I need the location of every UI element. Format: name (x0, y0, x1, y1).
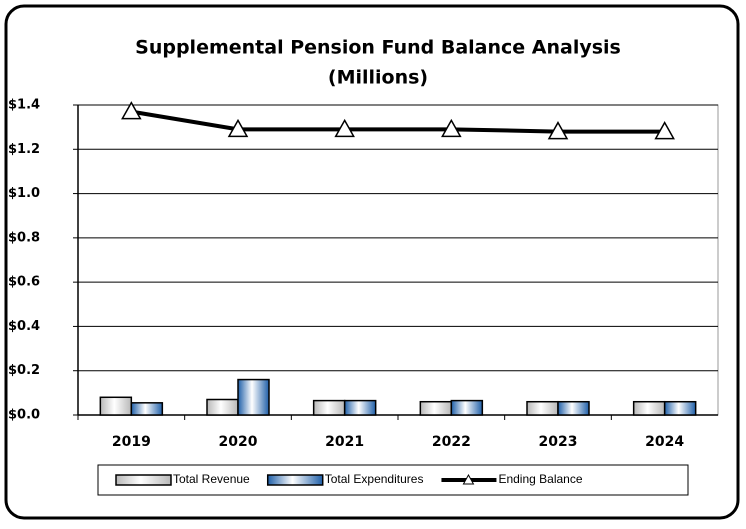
chart-title: Supplemental Pension Fund Balance Analys… (135, 37, 621, 59)
y-tick-label: $0.6 (8, 275, 40, 290)
legend-label: Total Expenditures (325, 472, 424, 486)
bar (237, 378, 270, 416)
bar (312, 399, 346, 416)
y-tick-label: $0.8 (8, 230, 40, 245)
legend-marker (462, 473, 475, 485)
bar (526, 400, 559, 416)
line-marker (654, 121, 675, 140)
line-marker (227, 118, 249, 138)
bar (663, 400, 697, 416)
x-tick-label: 2024 (645, 434, 684, 450)
line-marker (441, 118, 462, 138)
x-tick-label: 2020 (219, 434, 258, 450)
line-marker (121, 101, 142, 120)
x-tick-label: 2023 (539, 434, 578, 450)
x-tick-label: 2022 (432, 434, 471, 450)
bar (557, 400, 590, 416)
bar (99, 396, 133, 416)
legend-label: Ending Balance (498, 472, 582, 486)
y-tick-label: $0.0 (8, 408, 40, 423)
bar (632, 400, 666, 416)
bar (343, 399, 377, 416)
y-tick-label: $1.2 (8, 142, 40, 157)
legend-box (97, 464, 689, 496)
line (131, 109, 665, 134)
y-tick-label: $1.4 (8, 98, 40, 113)
bar (450, 399, 484, 416)
x-tick-label: 2021 (325, 434, 364, 450)
line-marker (334, 118, 355, 138)
y-tick-label: $1.0 (8, 186, 40, 201)
chart-subtitle: (Millions) (328, 67, 428, 89)
y-tick-label: $0.2 (8, 363, 40, 378)
bar (206, 398, 239, 416)
legend-swatch (115, 474, 172, 486)
line-marker (547, 121, 569, 140)
x-tick-label: 2019 (112, 434, 151, 450)
bar (130, 402, 164, 416)
legend-label: Total Revenue (173, 472, 250, 486)
bar (419, 400, 453, 416)
y-tick-label: $0.4 (8, 319, 40, 334)
legend-swatch (266, 474, 324, 486)
